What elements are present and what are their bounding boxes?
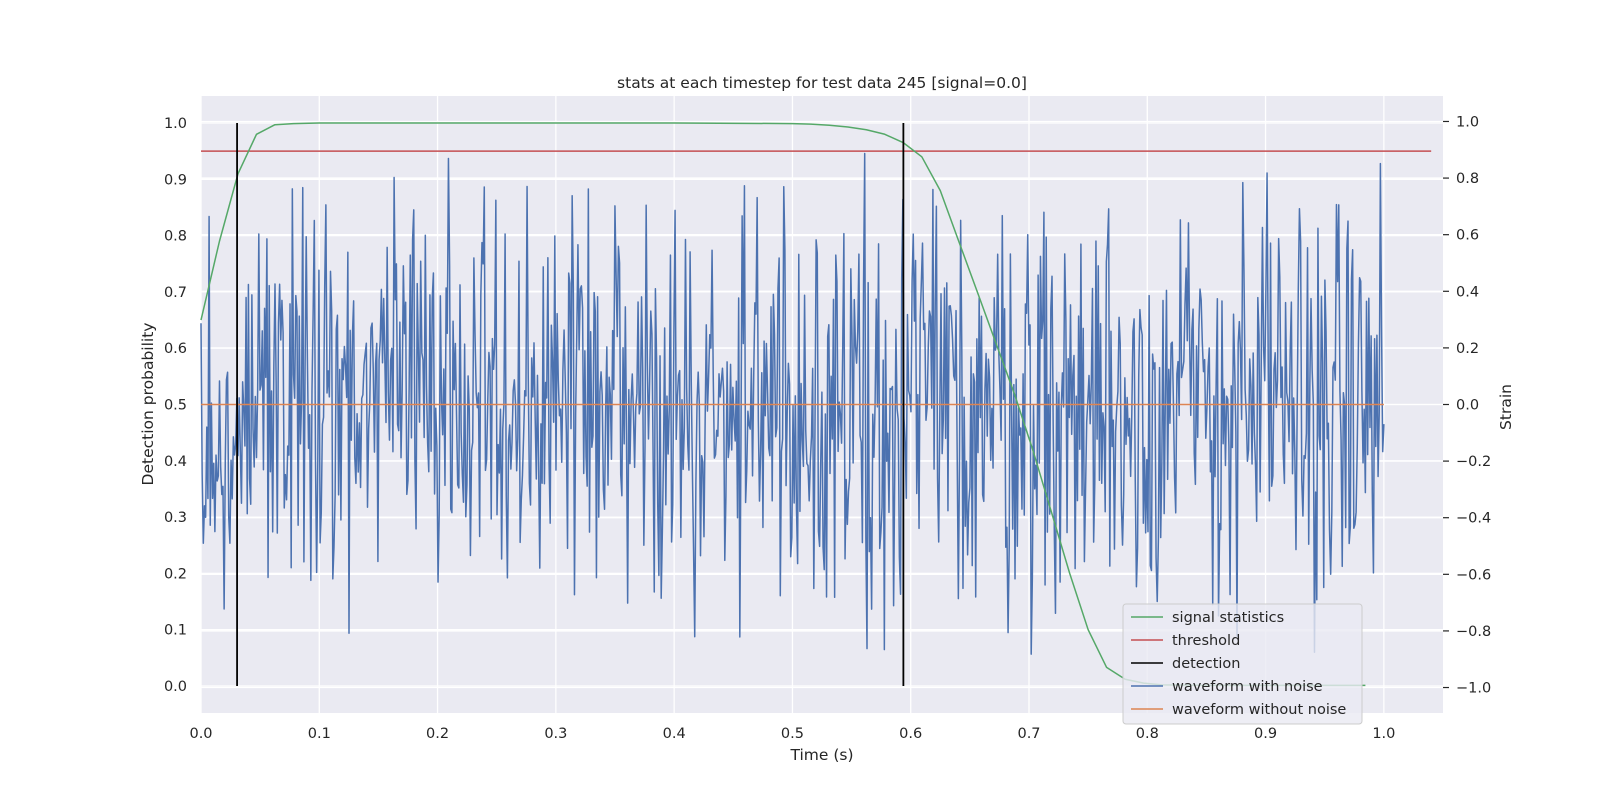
y-left-tick-label: 0.2 [164, 566, 187, 582]
y-right-tick-label: 0.6 [1456, 228, 1479, 244]
y-right-tick-label: 0.4 [1456, 284, 1479, 300]
y-axis-label-left: Detection probability [139, 323, 157, 486]
y-right-tick-label: 0.0 [1456, 398, 1479, 414]
y-right-tick-label: 0.8 [1456, 171, 1479, 187]
y-right-tick-label: 1.0 [1456, 114, 1479, 130]
legend-box [1122, 603, 1363, 725]
x-tick-label: 0.8 [1136, 726, 1159, 742]
x-tick-label: 1.0 [1372, 726, 1395, 742]
y-right-tick-label: −0.8 [1456, 624, 1491, 640]
legend-label: signal statistics [1172, 610, 1284, 626]
legend-label: waveform with noise [1172, 679, 1323, 695]
y-left-tick-label: 0.4 [164, 454, 187, 470]
x-tick-label: 0.9 [1254, 726, 1277, 742]
legend-label: detection [1172, 656, 1240, 672]
y-left-tick-label: 0.9 [164, 172, 187, 188]
legend: signal statistics threshold detection wa… [1122, 603, 1363, 725]
x-tick-label: 0.5 [781, 726, 804, 742]
y-left-tick-label: 0.5 [164, 398, 187, 414]
x-tick-label: 0.2 [426, 726, 449, 742]
y-right-tick-label: −0.2 [1456, 454, 1491, 470]
x-tick-label: 0.1 [308, 726, 331, 742]
series-waveform-with-noise [200, 152, 1385, 655]
legend-item: waveform without noise [1131, 702, 1346, 718]
x-tick-label: 0.6 [899, 726, 922, 742]
legend-item: detection [1131, 656, 1240, 672]
y-right-tick-label: −1.0 [1456, 681, 1491, 697]
legend-item: signal statistics [1131, 610, 1284, 626]
x-tick-label: 0.7 [1017, 726, 1040, 742]
y-right-tick-label: 0.2 [1456, 341, 1479, 357]
x-tick-label: 0.0 [189, 726, 212, 742]
y-left-tick-label: 0.0 [164, 679, 187, 695]
x-tick-label: 0.4 [663, 726, 686, 742]
legend-label: threshold [1172, 633, 1240, 649]
y-left-tick-label: 0.8 [164, 229, 187, 245]
y-axis-label-right: Strain [1497, 384, 1515, 430]
y-left-tick-label: 0.7 [164, 285, 187, 301]
x-axis-label: Time (s) [789, 746, 853, 764]
legend-item: threshold [1131, 633, 1240, 649]
chart-title: stats at each timestep for test data 245… [617, 74, 1027, 92]
y-left-tick-label: 1.0 [164, 116, 187, 132]
y-left-tick-label: 0.3 [164, 510, 187, 526]
legend-label: waveform without noise [1172, 702, 1346, 718]
x-tick-label: 0.3 [544, 726, 567, 742]
y-left-tick-label: 0.6 [164, 341, 187, 357]
ticks: 0.0 0.1 0.2 0.3 0.4 0.5 0.6 0.7 0.8 0.9 1.0 0.0 0.1 0… [164, 114, 1491, 742]
y-right-tick-label: −0.4 [1456, 511, 1491, 527]
legend-item: waveform with noise [1131, 679, 1323, 695]
series-layer [200, 122, 1432, 687]
y-left-tick-label: 0.1 [164, 623, 187, 639]
y-right-tick-label: −0.6 [1456, 567, 1491, 583]
